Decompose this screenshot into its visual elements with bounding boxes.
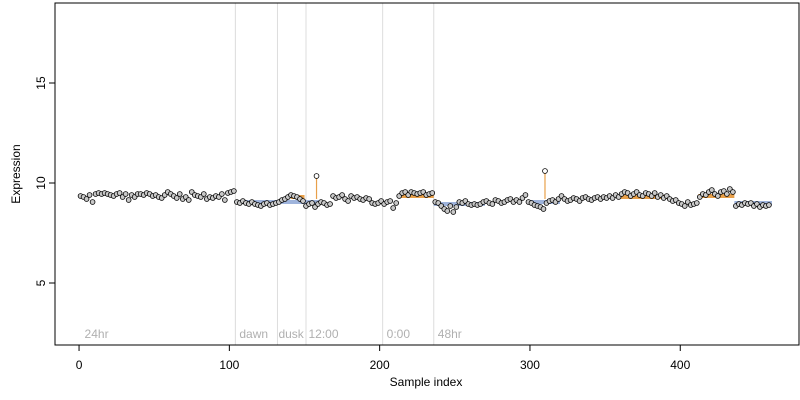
event-labels: 24hr dawn dusk 12:00 0:00 48hr: [85, 327, 462, 341]
x-tick-label: 400: [670, 358, 690, 372]
data-point: [83, 196, 90, 202]
data-point: [393, 200, 399, 206]
event-label: 0:00: [387, 327, 411, 341]
data-points: [77, 168, 772, 215]
y-tick-label: 15: [34, 76, 48, 90]
data-point: [185, 197, 192, 203]
data-point: [201, 191, 207, 197]
x-tick-label: 200: [370, 358, 390, 372]
data-point: [86, 192, 93, 198]
data-point: [681, 203, 688, 209]
y-axis: 5 10 15: [34, 76, 56, 286]
data-point: [176, 191, 183, 197]
data-point: [125, 197, 132, 203]
data-point: [327, 201, 333, 207]
event-label: dusk: [278, 327, 304, 341]
data-point: [231, 188, 237, 194]
data-point: [390, 205, 396, 211]
data-point: [453, 204, 460, 210]
data-point: [540, 206, 547, 212]
data-point: [444, 208, 451, 214]
data-point: [447, 203, 454, 209]
data-point: [693, 200, 700, 206]
x-tick-label: 0: [76, 358, 83, 372]
data-point: [309, 200, 315, 206]
x-tick-label: 100: [219, 358, 239, 372]
data-point: [715, 193, 721, 199]
event-label: 48hr: [438, 327, 462, 341]
event-markers: [234, 3, 435, 345]
data-point: [522, 192, 529, 198]
data-point: [339, 192, 345, 198]
event-label: dawn: [239, 327, 268, 341]
data-point: [516, 199, 523, 205]
outlier-point: [313, 173, 320, 179]
data-point: [173, 195, 180, 201]
data-point: [709, 187, 715, 193]
event-label: 12:00: [309, 327, 339, 341]
event-label: 24hr: [85, 327, 109, 341]
outlier-stems: [315, 171, 546, 199]
data-point: [116, 190, 123, 196]
data-point: [366, 196, 372, 202]
data-point: [450, 209, 457, 215]
data-point: [730, 189, 736, 195]
data-point: [219, 191, 225, 197]
data-point: [222, 197, 228, 203]
data-point: [651, 190, 658, 196]
data-point: [387, 198, 393, 204]
data-point: [429, 190, 436, 196]
y-axis-title: Expression: [9, 144, 23, 203]
data-point: [122, 191, 129, 197]
outlier-point: [542, 168, 548, 174]
data-point: [89, 199, 96, 205]
data-point: [489, 201, 496, 207]
x-axis: 0 100 200 300 400: [76, 344, 691, 372]
y-tick-label: 5: [34, 279, 48, 286]
data-point: [300, 198, 306, 204]
data-point: [766, 202, 772, 208]
data-point: [724, 191, 730, 197]
plot-frame: [54, 2, 800, 346]
y-tick-label: 10: [34, 176, 48, 190]
x-axis-title: Sample index: [390, 375, 463, 389]
x-tick-label: 300: [520, 358, 540, 372]
data-point: [345, 198, 351, 204]
